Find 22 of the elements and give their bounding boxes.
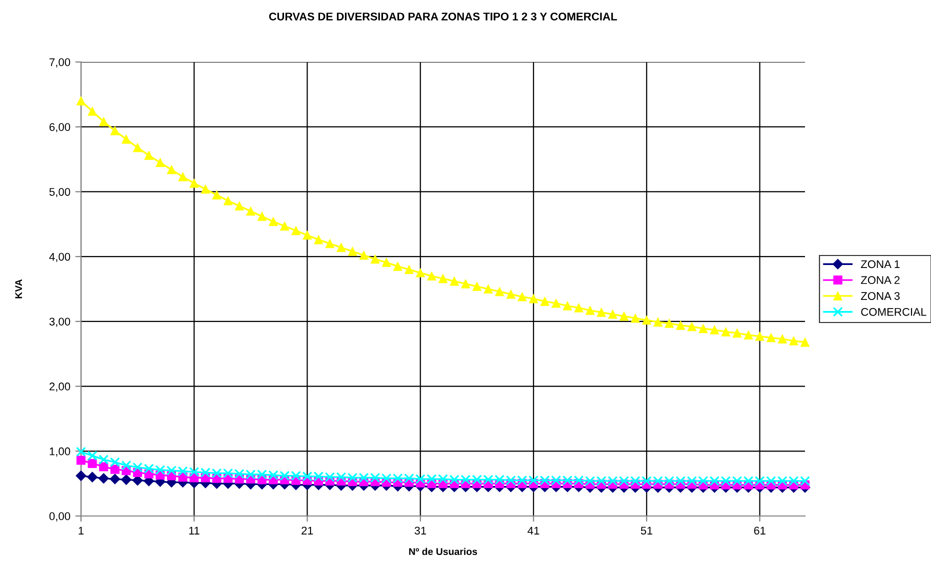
- y-tick-label: 3,00: [49, 318, 70, 327]
- y-tick-label: 5,00: [49, 188, 70, 198]
- x-axis-title: Nº de Usuarios: [409, 548, 478, 556]
- legend-label: ZONA 2: [860, 276, 900, 284]
- legend-label: COMERCIAL: [861, 308, 926, 316]
- x-tick-label: 51: [640, 526, 652, 535]
- chart-title: CURVAS DE DIVERSIDAD PARA ZONAS TIPO 1 2 3 Y COMERCIAL: [269, 12, 617, 20]
- y-tick-label: 6,00: [50, 123, 70, 132]
- legend-label: ZONA 3: [860, 292, 900, 300]
- x-tick-label: 61: [754, 526, 766, 535]
- x-tick-label: 21: [302, 526, 313, 534]
- y-axis-title: KVA: [15, 279, 22, 298]
- x-tick-label: 41: [528, 526, 540, 534]
- y-tick-label: 4,00: [49, 252, 70, 262]
- legend-label: ZONA 1: [860, 260, 900, 268]
- y-tick-label: 1,00: [50, 447, 70, 457]
- x-tick-label: 31: [414, 526, 426, 535]
- x-tick-label: 11: [189, 526, 200, 534]
- x-tick-label: 1: [78, 526, 84, 534]
- y-tick-label: 0,00: [49, 512, 70, 522]
- y-tick-label: 7,00: [50, 58, 70, 68]
- y-tick-label: 2,00: [50, 382, 70, 392]
